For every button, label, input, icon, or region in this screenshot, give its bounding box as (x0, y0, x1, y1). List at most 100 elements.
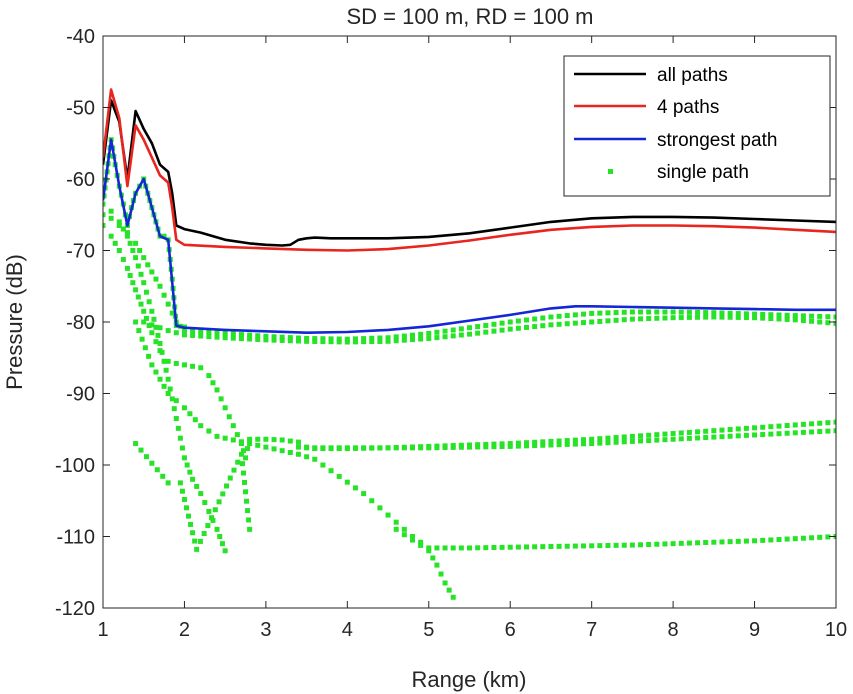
data-point (629, 438, 635, 444)
data-point (556, 543, 562, 549)
legend-label-all-paths: all paths (657, 65, 728, 86)
y-tick-label: -80 (66, 312, 95, 334)
data-point (597, 436, 603, 442)
data-point (491, 321, 497, 327)
data-point (198, 333, 204, 339)
data-point (287, 338, 293, 344)
data-point (507, 319, 513, 325)
data-point (127, 240, 133, 246)
data-point (245, 446, 251, 452)
data-point (418, 444, 424, 450)
data-point (430, 555, 436, 561)
data-point (216, 499, 222, 505)
data-point (792, 317, 798, 323)
data-point (304, 445, 310, 451)
data-point (638, 316, 644, 322)
data-point (711, 314, 717, 320)
data-point (295, 444, 301, 450)
data-point (206, 428, 212, 434)
data-point (385, 445, 391, 451)
data-point (328, 446, 334, 452)
data-point (171, 406, 177, 412)
data-point (214, 526, 220, 532)
data-point (385, 338, 391, 344)
data-point (112, 240, 118, 246)
data-point (662, 315, 668, 321)
data-point (638, 542, 644, 548)
data-point (426, 545, 432, 551)
data-point (163, 367, 169, 373)
data-point (752, 425, 758, 431)
data-point (210, 517, 216, 523)
data-point (222, 435, 228, 441)
y-tick-label: -40 (66, 26, 95, 48)
data-point (540, 544, 546, 550)
data-point (776, 316, 782, 322)
data-point (475, 545, 481, 551)
data-point (393, 445, 399, 451)
data-point (244, 498, 250, 504)
data-point (491, 444, 497, 450)
data-point (768, 424, 774, 430)
data-point (149, 269, 155, 275)
data-point (784, 316, 790, 322)
data-point (143, 315, 149, 321)
data-point (809, 429, 815, 435)
data-point (344, 446, 350, 452)
data-point (238, 439, 244, 445)
data-point (201, 531, 207, 537)
x-tick-label: 3 (260, 619, 271, 641)
data-point (605, 310, 611, 316)
data-point (564, 543, 570, 549)
data-point (149, 460, 155, 466)
data-point (222, 548, 228, 554)
data-point (161, 233, 167, 239)
data-point (776, 312, 782, 318)
data-point (800, 429, 806, 435)
data-point (159, 349, 165, 355)
data-point (243, 455, 249, 461)
data-point (703, 310, 709, 316)
data-point (194, 483, 200, 489)
data-point (800, 313, 806, 319)
data-point (784, 312, 790, 318)
data-point (141, 280, 147, 286)
data-point (597, 318, 603, 324)
data-point (809, 318, 815, 324)
data-point (638, 433, 644, 439)
data-point (776, 431, 782, 437)
data-point (438, 571, 444, 577)
data-point (295, 335, 301, 341)
data-point (581, 441, 587, 447)
data-point (246, 517, 252, 523)
data-point (214, 387, 220, 393)
data-point (220, 491, 226, 497)
data-point (103, 212, 106, 218)
data-point (719, 310, 725, 316)
data-point (279, 337, 285, 343)
data-point (218, 396, 224, 402)
chart-title: SD = 100 m, RD = 100 m (347, 4, 594, 29)
x-tick-label: 6 (505, 619, 516, 641)
data-point (589, 319, 595, 325)
y-tick-label: -120 (55, 598, 95, 620)
data-point (507, 443, 513, 449)
data-point (752, 538, 758, 544)
data-point (183, 505, 189, 511)
x-axis-title: Range (km) (412, 667, 527, 692)
data-point (654, 432, 660, 438)
data-point (418, 542, 424, 548)
data-point (320, 446, 326, 452)
axes-layer: 1 2 3 4 5 6 7 8 9 10 -120 -110 -100 -90 -80 -70 -60 -50 -4… (55, 26, 847, 641)
data-point (184, 462, 190, 468)
data-point (188, 521, 194, 527)
data-point (760, 311, 766, 317)
data-point (548, 322, 554, 328)
data-point (222, 335, 228, 341)
data-point (240, 470, 246, 476)
data-point (768, 537, 774, 543)
data-point (418, 336, 424, 342)
data-point (564, 441, 570, 447)
data-point (336, 336, 342, 342)
data-point (173, 398, 179, 404)
